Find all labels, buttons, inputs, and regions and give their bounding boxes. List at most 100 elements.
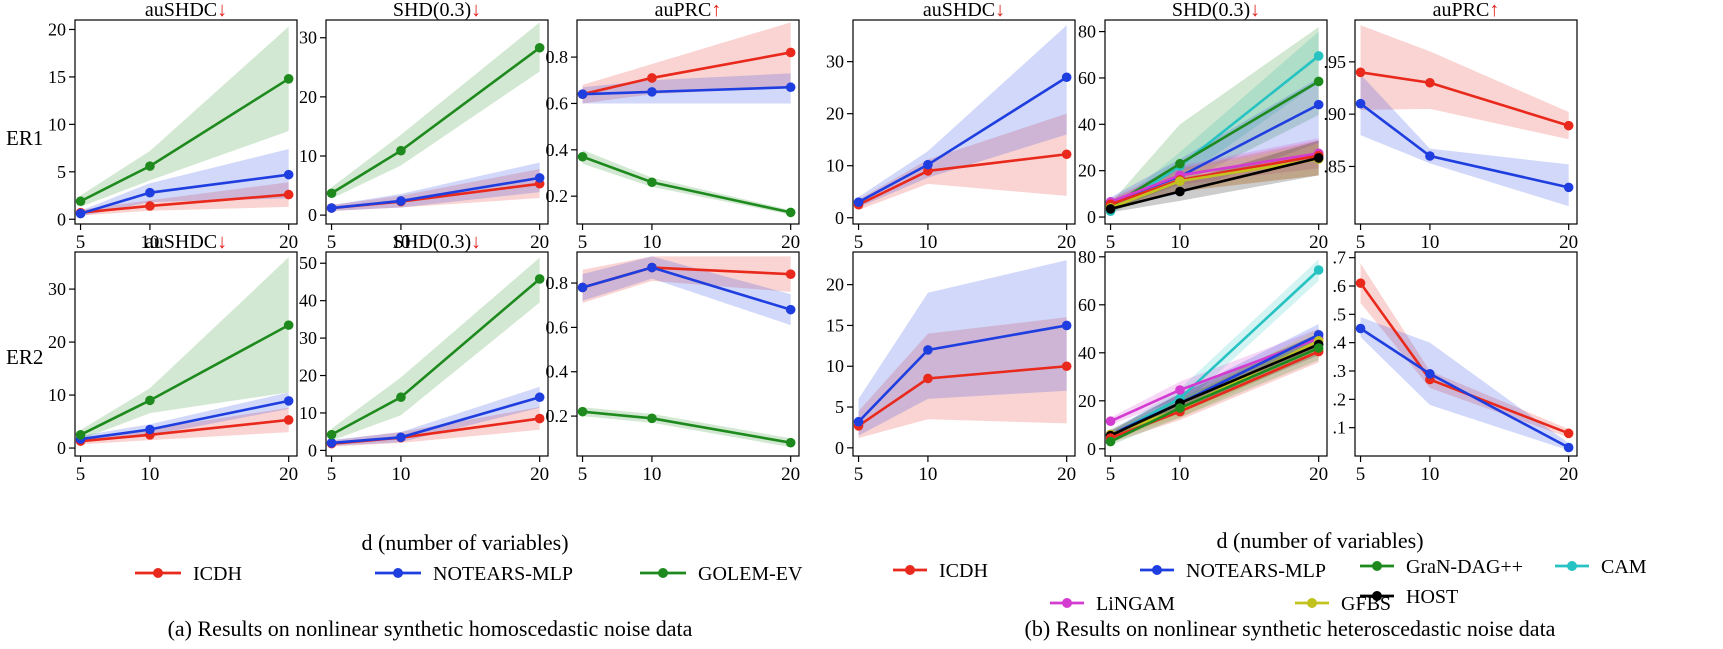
legend-item-golem-ev: GOLEM-EV — [640, 563, 803, 585]
point-notears-mlp — [785, 304, 796, 315]
caption-a: (a) Results on nonlinear synthetic homos… — [168, 616, 693, 641]
y-tick-label: 40 — [299, 291, 317, 311]
point-gran-dag — [1313, 343, 1324, 353]
band-golem-ev — [331, 22, 540, 199]
y-tick-label: 10 — [826, 156, 844, 176]
legend-marker — [1152, 565, 1162, 575]
point-golem-ev — [326, 429, 337, 440]
point-golem-ev — [534, 42, 545, 53]
y-tick-label: 80 — [1078, 247, 1096, 267]
y-tick-label: .4 — [1333, 333, 1347, 353]
legend-item-gran-dag: GraN-DAG++ — [1360, 556, 1523, 578]
xlabel-b: d (number of variables) — [1216, 528, 1423, 553]
point-golem-ev — [647, 413, 657, 424]
legend-label: GOLEM-EV — [698, 563, 803, 585]
point-icdh — [534, 413, 545, 424]
y-tick-label: 20 — [48, 332, 66, 352]
y-tick-label: 0 — [1087, 207, 1096, 227]
point-icdh — [647, 73, 657, 83]
point-golem-ev — [534, 274, 545, 284]
y-tick-label: 20 — [826, 104, 844, 124]
point-notears-mlp — [534, 392, 545, 403]
legend-marker — [1372, 561, 1382, 571]
x-tick-label: 5 — [76, 232, 86, 253]
point-gran-dag — [1105, 436, 1116, 447]
x-tick-label: 5 — [1356, 464, 1366, 485]
y-tick-label: 0 — [308, 205, 317, 225]
point-notears-mlp — [396, 196, 406, 206]
x-tick-label: 10 — [918, 464, 937, 485]
y-tick-label: .90 — [1324, 104, 1347, 124]
y-tick-label: 10 — [299, 146, 317, 166]
panel-11: 0 20 40 60 80 5 10 20 — [1078, 247, 1328, 485]
legend-item-icdh: ICDH — [893, 560, 988, 582]
band-gran-dag — [1110, 26, 1319, 211]
y-tick-label: 20 — [826, 275, 844, 295]
band-notears-mlp — [331, 162, 540, 211]
x-tick-label: 10 — [391, 464, 410, 485]
band-golem-ev — [582, 407, 791, 448]
plot-frame — [1354, 19, 1578, 225]
point-notears-mlp — [326, 203, 337, 213]
metric-arrow: ↓ — [1250, 0, 1260, 21]
legend-label: CAM — [1601, 556, 1647, 578]
x-tick-label: 10 — [140, 464, 159, 485]
legend-label: ICDH — [939, 560, 988, 582]
point-golem-ev — [577, 151, 588, 162]
legend-item-notears-mlp: NOTEARS-MLP — [375, 563, 573, 585]
point-golem-ev — [396, 392, 406, 403]
y-tick-label: .85 — [1324, 156, 1347, 176]
metric-arrow: ↓ — [471, 0, 481, 21]
panel-12: .1 .2 .3 .4 .5 .6 .7 5 10 20 — [1333, 248, 1579, 485]
point-notears-mlp — [396, 432, 406, 443]
y-tick-label: 0.2 — [546, 186, 569, 206]
y-tick-label: 80 — [1078, 22, 1096, 42]
band-notears-mlp — [80, 392, 289, 443]
x-tick-label: 20 — [530, 464, 549, 485]
panel-8: SHD(0.3)↓ 0 20 40 60 80 5 10 20 — [1078, 0, 1328, 253]
plot-frame — [1104, 19, 1328, 225]
point-notears-mlp — [534, 173, 545, 183]
y-tick-label: 0 — [57, 209, 66, 229]
y-tick-label: 30 — [826, 52, 844, 72]
x-tick-label: 20 — [1057, 464, 1076, 485]
point-notears-mlp — [785, 82, 796, 93]
legend-label: GraN-DAG++ — [1406, 556, 1523, 578]
legend-label: HOST — [1406, 586, 1458, 608]
x-tick-label: 5 — [1106, 232, 1116, 253]
point-notears-mlp — [1355, 98, 1366, 109]
panel-2: SHD(0.3)↓ 0 10 20 30 5 10 20 — [299, 0, 549, 253]
metric-arrow: ↓ — [471, 231, 481, 253]
point-icdh — [283, 415, 294, 425]
point-icdh — [145, 201, 155, 211]
legend-label: ICDH — [193, 563, 242, 585]
x-tick-label: 10 — [1420, 232, 1439, 253]
y-tick-label: 0 — [57, 438, 66, 458]
band-golem-ev — [80, 257, 289, 440]
panel-6: 0.2 0.4 0.6 0.8 5 10 20 — [546, 251, 800, 485]
point-icdh — [923, 373, 933, 384]
x-tick-label: 10 — [642, 232, 661, 253]
chart-title: SHD(0.3)↓ — [1172, 0, 1260, 21]
point-notears-mlp — [1061, 72, 1072, 83]
x-tick-label: 20 — [1559, 464, 1578, 485]
point-lingam — [1105, 416, 1116, 427]
chart-title: SHD(0.3)↓ — [393, 0, 481, 21]
legend-item-host: HOST — [1360, 586, 1458, 608]
point-icdh — [1355, 67, 1366, 78]
panel-4: auSHDC↓ 0 10 20 30 5 10 20 — [48, 231, 298, 485]
y-tick-label: 0.8 — [546, 47, 569, 67]
y-tick-label: 0 — [835, 438, 844, 458]
point-golem-ev — [75, 196, 86, 207]
point-icdh — [1563, 120, 1574, 131]
plot-frame — [74, 251, 298, 457]
y-tick-label: 0.4 — [546, 140, 569, 160]
point-notears-mlp — [853, 416, 864, 427]
x-tick-label: 5 — [76, 464, 86, 485]
row-label-er2: ER2 — [6, 345, 43, 369]
point-icdh — [1061, 361, 1072, 372]
band-cam — [1110, 31, 1319, 214]
legend-marker — [393, 568, 403, 578]
legend-marker — [1307, 598, 1317, 608]
point-host — [1313, 153, 1324, 163]
